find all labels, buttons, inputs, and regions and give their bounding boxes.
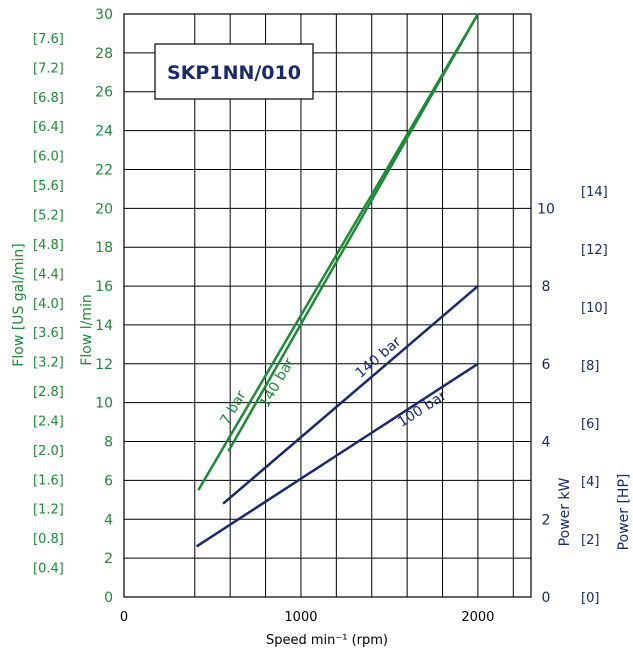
chart-title: SKP1NN/010	[167, 62, 301, 84]
flow-gal-tick-label: [2.8]	[33, 385, 64, 400]
x-axis-label: Speed min⁻¹ (rpm)	[266, 633, 388, 648]
power-hp-tick-label: [4]	[581, 475, 599, 490]
flow-tick-label: 22	[95, 162, 113, 178]
power-hp-tick-label: [12]	[581, 243, 608, 258]
power-hp-tick-label: [14]	[581, 185, 608, 200]
x-tick-label: 0	[120, 610, 128, 625]
y-axis-label-power-kw: Power kW	[557, 477, 573, 546]
flow-140bar-line	[227, 13, 479, 452]
flow-gal-tick-label: [7.2]	[33, 61, 64, 76]
flow-tick-label: 14	[95, 318, 113, 334]
flow-tick-label: 6	[104, 473, 113, 489]
flow-gal-tick-label: [3.2]	[33, 356, 64, 371]
y-axis-label-flow: Flow l/min	[79, 294, 95, 365]
power-hp-tick-label: [6]	[581, 417, 599, 432]
power-hp-tick-labels: [0] [2] [4] [6] [8] [10] [12] [14]	[581, 185, 608, 606]
flow-gal-tick-label: [3.6]	[33, 326, 64, 341]
power-hp-tick-label: [2]	[581, 533, 599, 548]
power-kw-tick-labels: 0 2 4 6 8 10	[537, 201, 555, 606]
power-kw-tick-label: 4	[542, 435, 551, 451]
flow-gal-tick-label: [5.6]	[33, 179, 64, 194]
power-hp-tick-label: [8]	[581, 359, 599, 374]
power-hp-tick-label: [0]	[581, 591, 599, 606]
flow-tick-label: 0	[104, 590, 113, 606]
flow-gal-tick-label: [4.0]	[33, 297, 64, 312]
x-tick-label: 2000	[461, 610, 494, 625]
y-axis-label-flow-gal: Flow [US gal/min]	[11, 243, 27, 366]
flow-gal-tick-label: [6.0]	[33, 150, 64, 165]
flow-gal-tick-label: [5.2]	[33, 209, 64, 224]
power-kw-tick-label: 2	[542, 512, 551, 528]
flow-gal-tick-label: [2.0]	[33, 444, 64, 459]
flow-tick-label: 12	[95, 357, 113, 373]
plot-area	[123, 13, 532, 598]
flow-tick-label: 26	[95, 85, 113, 101]
grid-lines	[124, 14, 531, 597]
power-100bar-line	[195, 362, 479, 548]
flow-gal-tick-label: [1.2]	[33, 503, 64, 518]
flow-gal-tick-labels: [0.4] [0.8] [1.2] [1.6] [2.0] [2.4] [2.8] [3.2]…	[33, 32, 64, 577]
flow-gal-tick-label: [6.8]	[33, 91, 64, 106]
power-kw-tick-label: 8	[542, 279, 551, 295]
flow-tick-label: 20	[95, 201, 113, 217]
flow-tick-label: 8	[104, 435, 113, 451]
y-axis-label-power-hp: Power [HP]	[616, 474, 632, 551]
x-tick-labels: 0 1000 2000	[120, 610, 495, 625]
power-kw-tick-label: 6	[542, 357, 551, 373]
flow-tick-label: 30	[95, 7, 113, 23]
power-kw-tick-label: 10	[537, 201, 555, 217]
flow-tick-label: 18	[95, 240, 113, 256]
power-kw-tick-label: 0	[542, 590, 551, 606]
flow-tick-label: 2	[104, 551, 113, 567]
flow-gal-tick-label: [2.4]	[33, 414, 64, 429]
flow-tick-label: 24	[95, 124, 113, 140]
x-tick-label: 1000	[284, 610, 317, 625]
flow-tick-label: 28	[95, 46, 113, 62]
flow-gal-tick-label: [7.6]	[33, 32, 64, 47]
flow-tick-label: 16	[95, 279, 113, 295]
flow-gal-tick-label: [0.4]	[33, 562, 64, 577]
flow-gal-tick-label: [4.4]	[33, 267, 64, 282]
power-140bar-line	[222, 285, 479, 505]
title-box	[154, 43, 314, 100]
flow-gal-tick-label: [4.8]	[33, 238, 64, 253]
flow-tick-label: 4	[104, 512, 113, 528]
flow-tick-label: 10	[95, 396, 113, 412]
flow-gal-tick-label: [1.6]	[33, 473, 64, 488]
flow-gal-tick-label: [0.8]	[33, 532, 64, 547]
flow-gal-tick-label: [6.4]	[33, 120, 64, 135]
power-hp-tick-label: [10]	[581, 301, 608, 316]
